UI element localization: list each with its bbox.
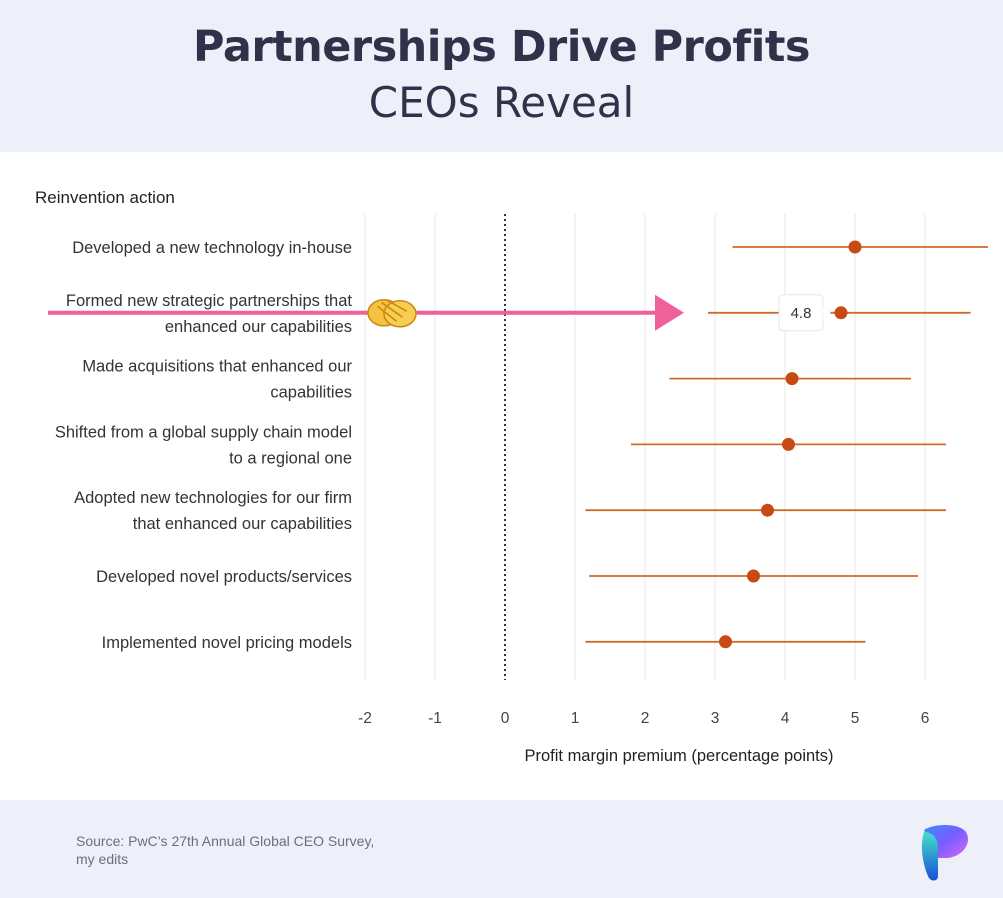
data-point xyxy=(782,437,795,451)
highlight-arrow-head xyxy=(655,294,684,331)
handshake-icon xyxy=(367,299,417,328)
value-callout-label: 4.8 xyxy=(791,305,812,322)
category-label: to a regional one xyxy=(229,449,352,467)
source-line-2: my edits xyxy=(76,851,129,867)
data-point xyxy=(719,635,732,649)
category-label: Adopted new technologies for our firm xyxy=(74,489,352,507)
x-tick-label: 0 xyxy=(501,710,510,727)
category-label: Shifted from a global supply chain model xyxy=(55,423,352,441)
data-point xyxy=(747,569,760,583)
source-line-1: Source: PwC’s 27th Annual Global CEO Sur… xyxy=(76,833,375,849)
category-label: Made acquisitions that enhanced our xyxy=(82,358,352,376)
category-label: Developed novel products/services xyxy=(96,568,352,586)
category-label: enhanced our capabilities xyxy=(165,318,352,336)
x-tick-label: 3 xyxy=(711,710,720,727)
data-point xyxy=(761,503,774,517)
category-label: Formed new strategic partnerships that xyxy=(66,292,353,310)
data-point xyxy=(848,240,862,254)
x-tick-label: -2 xyxy=(358,710,372,727)
footer: Source: PwC’s 27th Annual Global CEO Sur… xyxy=(0,800,1003,898)
x-tick-label: 1 xyxy=(571,710,580,727)
dot-whisker-chart: Reinvention action Developed a new techno… xyxy=(35,188,988,765)
header-banner: Partnerships Drive Profits CEOs Reveal xyxy=(0,0,1003,152)
chart-area: Reinvention action Developed a new techno… xyxy=(0,152,1003,800)
x-tick-label: 5 xyxy=(851,710,860,727)
category-label: that enhanced our capabilities xyxy=(133,515,352,533)
page-subtitle: CEOs Reveal xyxy=(368,78,635,127)
x-tick-label: 4 xyxy=(781,710,790,727)
category-label: Implemented novel pricing models xyxy=(102,634,352,652)
source-note: Source: PwC’s 27th Annual Global CEO Sur… xyxy=(76,832,436,868)
x-axis-title: Profit margin premium (percentage points… xyxy=(524,747,833,765)
data-point xyxy=(834,306,848,320)
data-point xyxy=(785,372,799,386)
value-callout-pointer xyxy=(823,306,831,319)
category-label: Developed a new technology in-house xyxy=(72,239,352,257)
x-tick-label: 6 xyxy=(921,710,930,727)
category-label: capabilities xyxy=(270,384,352,402)
category-axis-title: Reinvention action xyxy=(35,188,175,207)
brand-logo-icon xyxy=(921,825,968,881)
x-tick-label: 2 xyxy=(641,710,650,727)
page-title: Partnerships Drive Profits xyxy=(192,22,811,72)
x-tick-label: -1 xyxy=(428,710,442,727)
